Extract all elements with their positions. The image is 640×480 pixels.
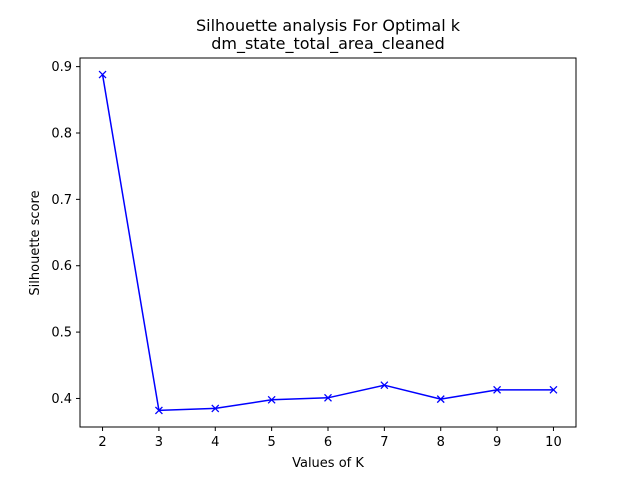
x-tick-label: 8 [437,435,445,450]
data-point-marker [324,393,332,402]
x-tick-label: 6 [324,435,332,450]
data-point-marker [493,385,502,394]
y-tick-label: 0.6 [51,259,72,274]
x-tick-label: 9 [493,435,501,450]
data-point-marker [380,381,389,390]
y-tick-label: 0.9 [51,60,72,75]
data-point-marker [98,70,107,79]
x-tick-label: 2 [98,435,106,450]
chart-subtitle: dm_state_total_area_cleaned [211,34,445,54]
y-axis: 0.4 0.5 0.6 0.7 0.8 0.9 [51,60,80,407]
x-tick-label: 3 [155,435,163,450]
y-tick-label: 0.7 [51,193,72,208]
data-point-marker [436,395,445,404]
series-layer [98,70,558,415]
y-axis-label: Silhouette score [28,190,43,295]
x-tick-label: 10 [545,435,562,450]
y-tick-label: 0.4 [51,392,72,407]
x-axis-label: Values of K [292,456,364,471]
data-point-marker [154,406,163,415]
data-point-marker [211,404,220,413]
plot-area-frame [79,57,577,428]
x-tick-label: 4 [211,435,219,450]
chart-title: Silhouette analysis For Optimal k [196,16,461,35]
series-line [101,74,554,412]
data-point-marker [267,395,276,404]
data-point-marker [549,385,558,394]
x-tick-label: 5 [267,435,275,450]
y-tick-label: 0.5 [51,326,72,341]
y-tick-label: 0.8 [51,126,72,141]
x-tick-label: 7 [380,435,388,450]
x-axis: 2 3 4 5 6 7 8 9 10 [98,427,562,450]
